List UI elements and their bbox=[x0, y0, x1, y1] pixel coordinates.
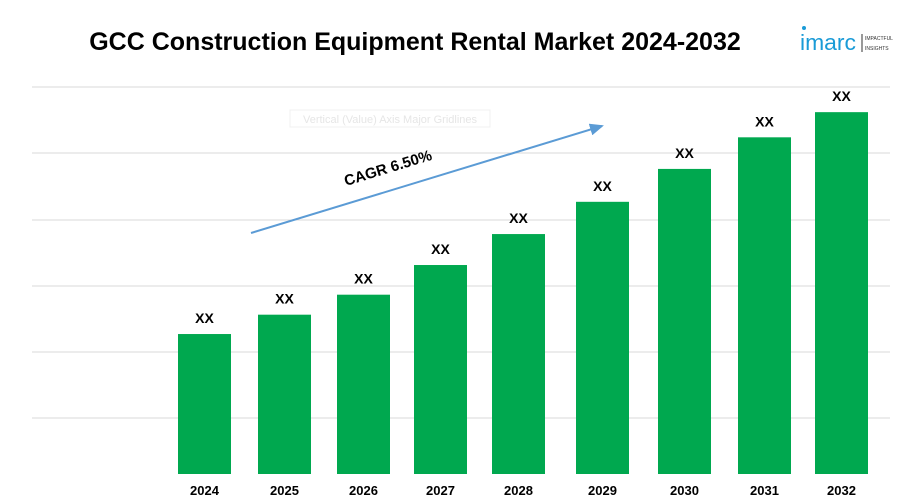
svg-text:IMPACTFUL: IMPACTFUL bbox=[865, 36, 893, 42]
x-tick-label: 2024 bbox=[190, 483, 220, 498]
data-label: XX bbox=[431, 241, 450, 257]
imarc-logo: imarc IMPACTFUL INSIGHTS bbox=[800, 26, 893, 55]
x-tick-label: 2030 bbox=[670, 483, 699, 498]
data-label: XX bbox=[593, 178, 612, 194]
data-label: XX bbox=[509, 210, 528, 226]
bar-2027 bbox=[414, 265, 467, 474]
data-label: XX bbox=[755, 113, 774, 129]
tooltip-text: Vertical (Value) Axis Major Gridlines bbox=[303, 114, 478, 126]
x-tick-label: 2031 bbox=[750, 483, 779, 498]
data-label: XX bbox=[275, 291, 294, 307]
chart-title: GCC Construction Equipment Rental Market… bbox=[89, 28, 741, 56]
data-label: XX bbox=[675, 145, 694, 161]
x-tick-label: 2025 bbox=[270, 483, 299, 498]
svg-text:imarc: imarc bbox=[800, 30, 856, 55]
x-tick-label: 2032 bbox=[827, 483, 856, 498]
bar-2031 bbox=[738, 137, 791, 474]
data-label: XX bbox=[832, 88, 851, 104]
bar-2024 bbox=[178, 334, 231, 474]
bar-2032 bbox=[815, 112, 868, 474]
x-tick-label: 2029 bbox=[588, 483, 617, 498]
cagr-arrow bbox=[250, 123, 604, 234]
bar-2026 bbox=[337, 294, 390, 474]
bar-2030 bbox=[658, 168, 711, 475]
bar-2028 bbox=[492, 234, 545, 474]
data-label: XX bbox=[354, 271, 373, 287]
bar-2029 bbox=[576, 201, 629, 474]
x-tick-label: 2027 bbox=[426, 483, 455, 498]
x-tick-label: 2028 bbox=[504, 483, 533, 498]
data-label: XX bbox=[195, 310, 214, 326]
svg-text:INSIGHTS: INSIGHTS bbox=[865, 46, 889, 52]
tooltip-box bbox=[289, 109, 491, 128]
bar-2025 bbox=[258, 314, 311, 474]
x-tick-label: 2026 bbox=[349, 483, 378, 498]
